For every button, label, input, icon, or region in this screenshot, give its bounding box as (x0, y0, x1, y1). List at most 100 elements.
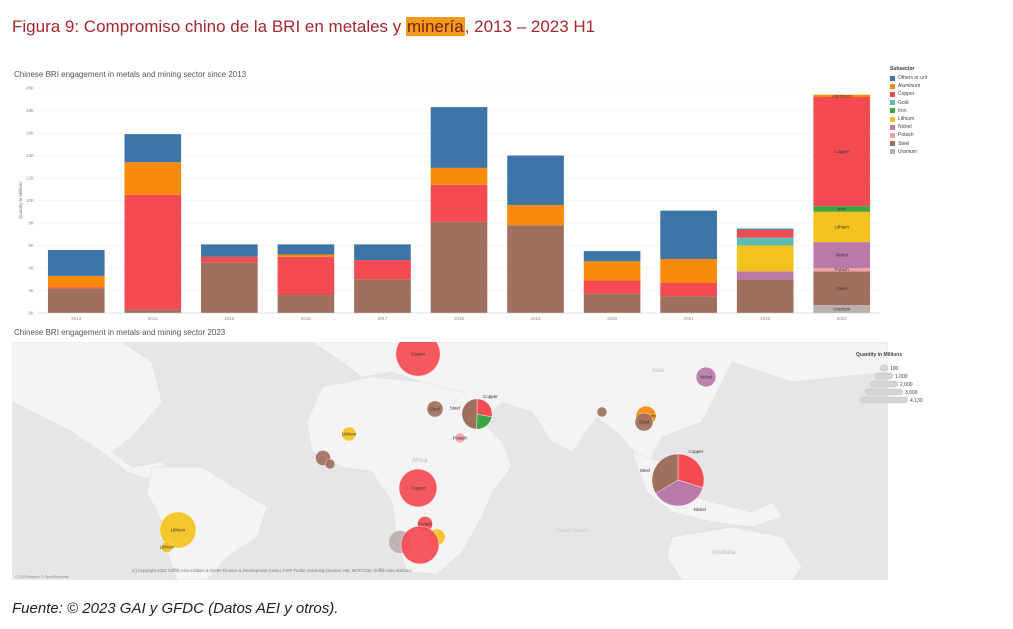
bubble-label: Potash (453, 436, 468, 441)
bubble-label: Copper (418, 522, 433, 527)
x-tick-label: 2018 (454, 316, 465, 321)
legend-item-aluminum[interactable]: Aluminum (890, 82, 927, 90)
bubble-copper[interactable] (400, 525, 440, 565)
bar-segment-potash (813, 268, 871, 272)
size-legend-label: 100 (890, 366, 899, 372)
bubble-steel[interactable] (634, 412, 654, 432)
bar-segment-copper (354, 260, 411, 280)
bubble-lithium[interactable] (161, 541, 173, 553)
x-tick-label: 2015 (224, 316, 235, 321)
legend-item-nickel[interactable]: Nickel (890, 123, 927, 131)
map-attribution: (c) Copyright 2023 Griffith Asia Institu… (132, 568, 412, 573)
bubble-copper[interactable] (395, 342, 441, 377)
legend-label: Gold (898, 99, 909, 106)
bar-segment-steel (736, 279, 794, 313)
bar-segment-aluminum (813, 94, 871, 97)
x-tick-label: 2023 (837, 316, 848, 321)
bar-segment-iron (813, 206, 871, 212)
bar-segment-others-or-unl (430, 107, 488, 168)
region-label-asia: Asia (652, 368, 664, 374)
bubble-lithium[interactable] (341, 426, 357, 442)
segment-label: Iron (838, 206, 846, 211)
legend-item-lithium[interactable]: Lithium (890, 115, 927, 123)
legend-swatch (890, 108, 895, 114)
bubble-slice-steel[interactable] (651, 453, 679, 494)
legend-item-potash[interactable]: Potash (890, 131, 927, 139)
map-canvas: Asia Africa Australia Indian Ocean Coppe… (12, 342, 888, 580)
legend-swatch (890, 83, 895, 89)
bar-segment-steel (354, 279, 411, 313)
segment-label: Uranium (833, 307, 850, 312)
legend-swatch (890, 124, 895, 130)
legend-swatch (890, 75, 895, 81)
bubble-map[interactable]: Asia Africa Australia Indian Ocean Coppe… (12, 342, 888, 580)
bar-segment-others-or-unl (201, 244, 258, 257)
bar-segment-steel (507, 225, 564, 313)
bar-segment-gold (736, 237, 794, 246)
bar-segment-aluminum (277, 254, 335, 257)
x-tick-label: 2017 (377, 316, 388, 321)
legend-item-steel[interactable]: Steel (890, 140, 927, 148)
x-tick-label: 2021 (684, 316, 695, 321)
x-tick-label: 2013 (71, 316, 82, 321)
bar-segment-others-or-unl (277, 244, 335, 255)
bubble-label: Copper (483, 394, 498, 399)
bar-segment-copper (430, 184, 488, 222)
bar-segment-steel (201, 262, 258, 313)
x-tick-label: 2014 (148, 316, 159, 321)
size-legend-mark (879, 364, 889, 372)
land-south-america (146, 466, 268, 580)
segment-label: Potash (835, 267, 850, 272)
size-legend-label: 1,000 (895, 374, 908, 380)
bubble-steel[interactable] (324, 458, 336, 470)
figure-title-pre: Figura 9: Compromiso chino de la BRI en … (12, 17, 407, 36)
bar-chart: 0K 2K 4K 6K 8K 10K 12K 14K 16K 18K 20K Quantity in … (18, 86, 880, 321)
bubble-slice-copper[interactable] (476, 398, 493, 418)
bar-segment-copper (201, 256, 258, 263)
y-tick-label: 4K (28, 266, 34, 271)
bubble-label: Lithium (160, 545, 175, 550)
figure-source: Fuente: © 2023 GAI y GFDC (Datos AEI y o… (12, 600, 339, 617)
y-tick-label: 16K (26, 131, 34, 136)
legend-swatch (890, 100, 895, 106)
bar-segment-nickel (813, 242, 871, 268)
legend-item-gold[interactable]: Gold (890, 99, 927, 107)
size-legend-label: 2,000 (900, 382, 913, 388)
y-tick-label: 12K (26, 176, 34, 181)
legend-label: Aluminum (898, 83, 921, 90)
segment-label: Copper (834, 149, 849, 154)
legend-item-uranium[interactable]: Uranium (890, 148, 927, 156)
bubble-slice-copper[interactable] (677, 453, 705, 488)
figure-title-highlight: minería (406, 17, 465, 36)
bubble-label: Copper (688, 449, 703, 454)
bubble-label: Nickel (694, 507, 706, 512)
bar-segment-steel (660, 296, 717, 313)
legend-label: Copper (898, 91, 915, 98)
bubble-copper[interactable] (398, 468, 438, 508)
bar-segment-others-or-unl (354, 244, 411, 261)
legend-item-others-or-unl[interactable]: Others or unl (890, 74, 927, 82)
bubble-steel[interactable] (596, 406, 608, 418)
map-title: Chinese BRI engagement in metals and min… (14, 328, 226, 337)
bubble-label: Lithium (342, 432, 357, 437)
bar-segment-copper (660, 282, 717, 297)
bubble-lithium[interactable] (159, 511, 197, 549)
y-tick-label: 20K (26, 86, 34, 91)
bubble-label: Lithium (171, 528, 186, 533)
land-australia (666, 526, 803, 580)
legend-item-copper[interactable]: Copper (890, 90, 927, 98)
bubble-steel[interactable] (426, 400, 444, 418)
legend-swatch (890, 116, 895, 122)
y-tick-label: 14K (26, 153, 34, 158)
bubble-nickel[interactable] (695, 366, 717, 388)
bubble-slice-steel[interactable] (461, 398, 478, 430)
size-legend-graphic: 100 1,000 2,000 3,000 4,130 (859, 364, 923, 404)
legend-item-iron[interactable]: Iron (890, 107, 927, 115)
bubble-potash[interactable] (454, 432, 466, 444)
segment-label: Lithium (834, 224, 849, 229)
region-label-africa: Africa (412, 458, 428, 464)
y-tick-label: 2K (28, 288, 34, 293)
region-label-australia: Australia (712, 550, 736, 556)
segment-label: Aluminum (832, 93, 852, 98)
bar-segment-steel (430, 221, 488, 313)
